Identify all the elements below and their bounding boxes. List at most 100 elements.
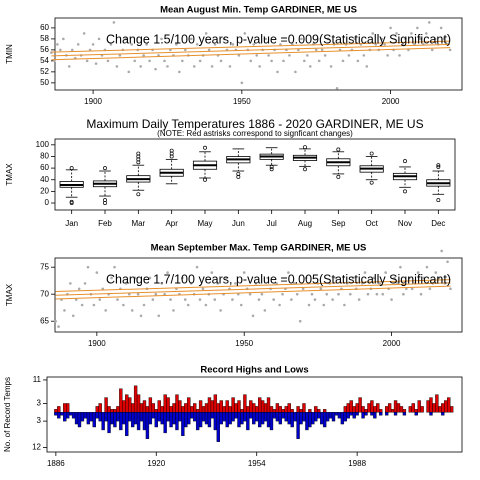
- bar: [210, 400, 215, 413]
- bar: [175, 394, 179, 413]
- bar: [263, 403, 268, 413]
- outlier: [269, 164, 274, 169]
- point: [127, 70, 131, 74]
- point: [204, 303, 208, 307]
- bar: [272, 409, 277, 413]
- x-tick-label: Dec: [431, 219, 445, 228]
- bar: [293, 412, 297, 422]
- chart-title: Record Highs and Lows: [200, 365, 308, 376]
- bar: [201, 406, 206, 413]
- y-tick-label: 60: [40, 163, 49, 172]
- bar: [240, 412, 244, 425]
- point: [195, 265, 199, 269]
- plot-frame: [54, 17, 463, 91]
- point: [104, 309, 107, 312]
- trend-line: [51, 43, 451, 57]
- point: [275, 282, 278, 285]
- point: [264, 37, 267, 41]
- x-tick-label: Aug: [298, 219, 312, 228]
- bar: [145, 412, 150, 439]
- point: [266, 276, 270, 280]
- outlier: [69, 201, 74, 205]
- point: [365, 65, 369, 68]
- point: [148, 59, 151, 63]
- bar: [240, 409, 244, 413]
- point: [334, 276, 337, 280]
- point: [183, 298, 187, 301]
- outlier: [336, 174, 341, 179]
- outlier: [403, 159, 407, 164]
- bar: [246, 412, 250, 431]
- bar: [104, 412, 108, 422]
- bar: [355, 403, 359, 413]
- x-tick-label: 1920: [147, 459, 165, 468]
- point: [366, 292, 370, 296]
- point: [74, 298, 78, 301]
- point: [82, 32, 86, 35]
- outlier: [169, 148, 174, 153]
- x-tick-label: Nov: [398, 219, 412, 228]
- bar: [136, 394, 141, 413]
- point: [313, 298, 317, 301]
- bar: [364, 409, 368, 413]
- point: [169, 298, 172, 301]
- x-tick-label: 1950: [233, 97, 251, 106]
- x-tick-label: Jan: [65, 219, 78, 228]
- bar: [343, 412, 348, 422]
- point: [142, 303, 146, 307]
- point: [349, 292, 352, 296]
- point: [243, 32, 247, 35]
- point: [287, 271, 290, 274]
- bar: [166, 397, 170, 413]
- point: [56, 43, 59, 46]
- point: [116, 298, 119, 301]
- bar: [399, 406, 404, 413]
- point: [231, 43, 235, 46]
- y-tick-label: 12: [32, 443, 41, 452]
- point: [181, 59, 184, 63]
- y-tick-label: 11: [33, 375, 42, 384]
- point: [139, 65, 142, 68]
- bar: [260, 412, 265, 425]
- point: [69, 282, 72, 285]
- point: [307, 303, 311, 307]
- bar: [178, 400, 182, 413]
- bar: [154, 412, 158, 428]
- bar: [385, 412, 389, 416]
- outlier: [203, 145, 207, 150]
- bar: [408, 406, 412, 413]
- bar: [107, 406, 111, 413]
- bar: [122, 400, 126, 413]
- point: [113, 265, 116, 269]
- point: [386, 54, 389, 57]
- point: [294, 70, 297, 74]
- annotation: Change 1.7/100 years, p-value =0.005(Sta…: [106, 272, 451, 286]
- bar: [370, 412, 374, 416]
- point: [189, 282, 193, 285]
- bar: [393, 412, 398, 416]
- bar: [361, 406, 365, 413]
- point: [239, 303, 243, 307]
- bar: [193, 412, 197, 422]
- outlier: [436, 164, 441, 169]
- outlier: [336, 147, 341, 152]
- bar: [361, 412, 365, 419]
- point: [95, 271, 99, 274]
- point: [77, 287, 81, 291]
- bar: [438, 406, 442, 413]
- point: [109, 43, 113, 46]
- bar: [110, 412, 114, 425]
- point: [337, 292, 340, 296]
- point: [127, 292, 131, 296]
- bar: [222, 406, 226, 413]
- x-tick-label: May: [197, 219, 212, 228]
- point: [240, 81, 244, 85]
- bar: [198, 412, 203, 428]
- bar: [275, 412, 280, 422]
- trend-line: [51, 47, 451, 61]
- bar: [228, 406, 232, 413]
- bar: [281, 412, 285, 419]
- point: [300, 37, 303, 41]
- bar: [68, 412, 73, 416]
- outlier: [203, 177, 207, 182]
